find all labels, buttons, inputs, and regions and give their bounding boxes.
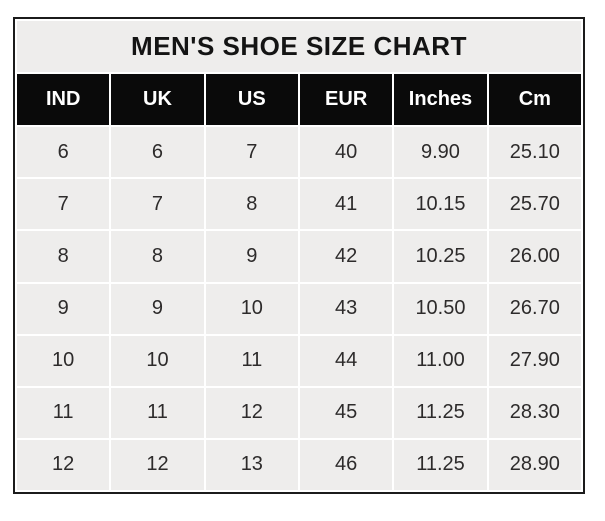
table-row: 10 10 11 44 11.00 27.90: [17, 335, 581, 386]
table-cell: 25.70: [488, 179, 581, 230]
table-row: 11 11 12 45 11.25 28.30: [17, 387, 581, 438]
table-cell: 8: [205, 179, 298, 230]
table-cell: 28.30: [488, 387, 581, 438]
table-cell: 9: [111, 283, 204, 334]
column-header-us: US: [205, 74, 298, 126]
table-cell: 9.90: [394, 127, 487, 178]
table-cell: 8: [17, 231, 110, 282]
table-row: 6 6 7 40 9.90 25.10: [17, 127, 581, 178]
table-cell: 9: [17, 283, 110, 334]
table-cell: 46: [299, 439, 393, 490]
column-header-cm: Cm: [488, 74, 581, 126]
table-row: 8 8 9 42 10.25 26.00: [17, 231, 581, 282]
table-header-row: IND UK US EUR Inches Cm: [17, 74, 581, 126]
table-cell: 40: [299, 127, 393, 178]
table-title-row: MEN'S SHOE SIZE CHART: [17, 21, 581, 73]
table-cell: 27.90: [488, 335, 581, 386]
table-title: MEN'S SHOE SIZE CHART: [17, 21, 581, 73]
table-cell: 7: [111, 179, 204, 230]
table-cell: 7: [205, 127, 298, 178]
table-cell: 10.25: [394, 231, 487, 282]
table-cell: 10.50: [394, 283, 487, 334]
table-cell: 12: [17, 439, 110, 490]
table-cell: 7: [17, 179, 110, 230]
table-cell: 11.25: [394, 387, 487, 438]
table-cell: 8: [111, 231, 204, 282]
column-header-ind: IND: [17, 74, 110, 126]
table-cell: 25.10: [488, 127, 581, 178]
table-cell: 26.00: [488, 231, 581, 282]
table-row: 9 9 10 43 10.50 26.70: [17, 283, 581, 334]
table-cell: 6: [111, 127, 204, 178]
table-cell: 12: [205, 387, 298, 438]
table-row: 12 12 13 46 11.25 28.90: [17, 439, 581, 490]
table-cell: 44: [299, 335, 393, 386]
table-cell: 43: [299, 283, 393, 334]
table-cell: 10.15: [394, 179, 487, 230]
table-cell: 11: [205, 335, 298, 386]
table-cell: 11.00: [394, 335, 487, 386]
table-cell: 45: [299, 387, 393, 438]
column-header-uk: UK: [111, 74, 204, 126]
table-row: 7 7 8 41 10.15 25.70: [17, 179, 581, 230]
table-cell: 13: [205, 439, 298, 490]
table-cell: 11: [17, 387, 110, 438]
table-cell: 26.70: [488, 283, 581, 334]
column-header-eur: EUR: [299, 74, 393, 126]
table-cell: 9: [205, 231, 298, 282]
table-cell: 11: [111, 387, 204, 438]
table-cell: 10: [17, 335, 110, 386]
table-cell: 11.25: [394, 439, 487, 490]
table-cell: 12: [111, 439, 204, 490]
table-cell: 6: [17, 127, 110, 178]
table-cell: 10: [111, 335, 204, 386]
table-cell: 28.90: [488, 439, 581, 490]
table-cell: 42: [299, 231, 393, 282]
shoe-size-chart-table: MEN'S SHOE SIZE CHART IND UK US EUR Inch…: [13, 17, 585, 494]
table-cell: 41: [299, 179, 393, 230]
table-cell: 10: [205, 283, 298, 334]
size-table: MEN'S SHOE SIZE CHART IND UK US EUR Inch…: [15, 19, 583, 492]
column-header-inches: Inches: [394, 74, 487, 126]
